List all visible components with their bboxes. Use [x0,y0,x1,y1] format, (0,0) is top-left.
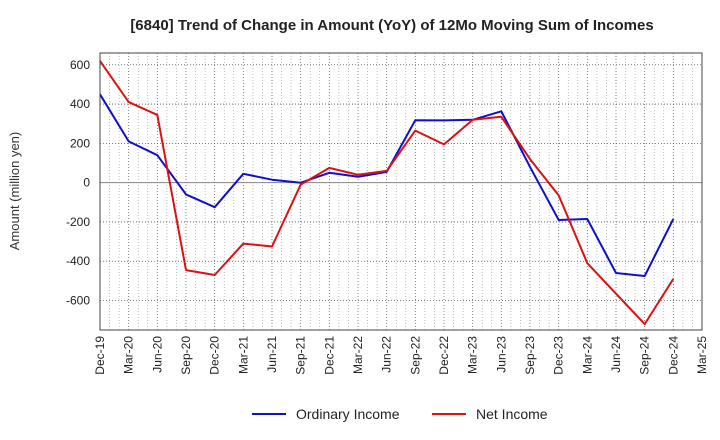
x-tick-label: Dec-19 [93,336,107,375]
x-tick-label: Sep-24 [638,336,652,375]
x-tick-label: Sep-20 [179,336,193,375]
x-tick-label: Mar-22 [351,336,365,374]
x-tick-label: Dec-24 [666,336,680,375]
x-tick-label: Mar-25 [695,336,709,374]
y-axis-ticks: 600 400 200 0 -200 -400 -600 [66,58,90,308]
x-tick-label: Dec-20 [208,336,222,375]
chart-title: [6840] Trend of Change in Amount (YoY) o… [130,17,653,34]
x-tick-label: Mar-20 [122,336,136,374]
y-axis-label: Amount (million yen) [7,132,22,251]
x-tick-label: Jun-23 [494,336,508,373]
x-tick-label: Jun-24 [609,336,623,373]
grid [99,53,703,330]
x-tick-label: Jun-21 [265,336,279,373]
legend-label: Net Income [476,406,548,422]
x-tick-label: Mar-21 [236,336,250,374]
y-tick-label: -600 [66,294,90,308]
x-tick-label: Sep-23 [523,336,537,375]
x-tick-label: Mar-24 [580,336,594,374]
y-tick-label: 200 [70,136,90,150]
x-tick-label: Jun-22 [380,336,394,373]
y-tick-label: -400 [66,254,90,268]
series-line-net-income [99,60,675,326]
y-tick-label: 600 [70,58,90,72]
x-tick-label: Sep-22 [408,336,422,375]
y-tick-label: 0 [83,176,90,190]
x-tick-label: Dec-21 [322,336,336,375]
x-tick-label: Dec-22 [437,336,451,375]
x-tick-label: Sep-21 [294,336,308,375]
x-tick-label: Jun-20 [150,336,164,373]
legend: Ordinary Income Net Income [252,406,548,422]
series-lines [99,60,675,326]
x-tick-label: Mar-23 [466,336,480,374]
y-tick-label: 400 [70,97,90,111]
y-tick-label: -200 [66,215,90,229]
legend-label: Ordinary Income [296,406,400,422]
plot-frame [99,52,703,331]
x-tick-label: Dec-23 [552,336,566,375]
x-axis-ticks: Dec-19 Mar-20 Jun-20 Sep-20 Dec-20 Mar-21 Jun-… [93,336,709,375]
